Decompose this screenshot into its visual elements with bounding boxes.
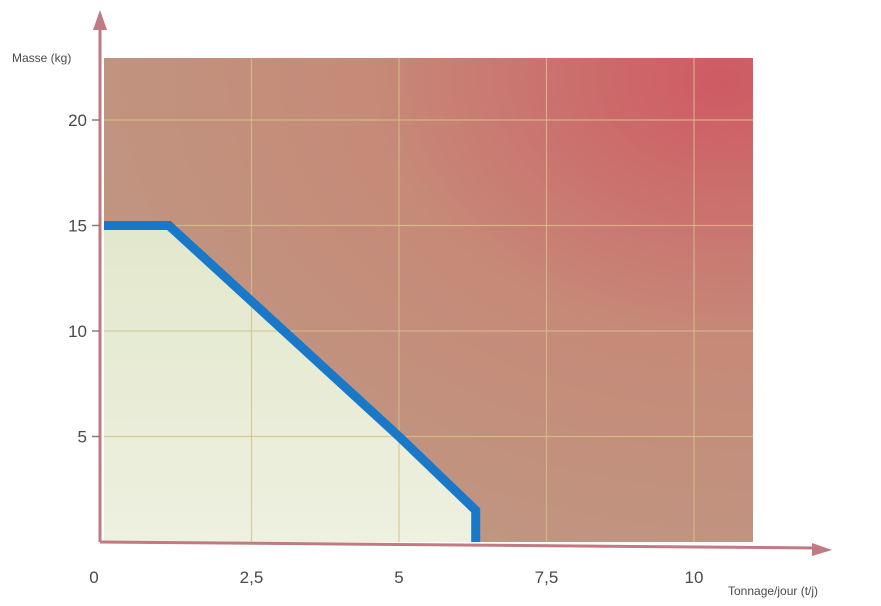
ticks: 5 10 15 20 0 2,5 5 7,5 10 xyxy=(68,111,703,587)
y-tick-label: 5 xyxy=(78,428,87,447)
safe-region xyxy=(104,225,476,542)
x-axis xyxy=(99,540,819,550)
x-tick-label: 10 xyxy=(685,568,704,587)
series-line xyxy=(104,221,481,542)
x-tick-label: 7,5 xyxy=(535,568,559,587)
y-axis-label: Masse (kg) xyxy=(12,51,71,65)
axes xyxy=(93,10,832,556)
grid xyxy=(104,58,753,542)
y-tick-label: 20 xyxy=(68,111,87,130)
y-axis-arrow xyxy=(93,10,107,30)
x-tick-label: 0 xyxy=(89,568,98,587)
x-axis-label: Tonnage/jour (t/j) xyxy=(728,584,818,598)
x-axis-arrow xyxy=(812,543,832,556)
x-tick-label: 5 xyxy=(394,568,403,587)
x-tick-label: 2,5 xyxy=(240,568,264,587)
y-tick-label: 15 xyxy=(68,217,87,236)
y-tick-label: 10 xyxy=(68,322,87,341)
